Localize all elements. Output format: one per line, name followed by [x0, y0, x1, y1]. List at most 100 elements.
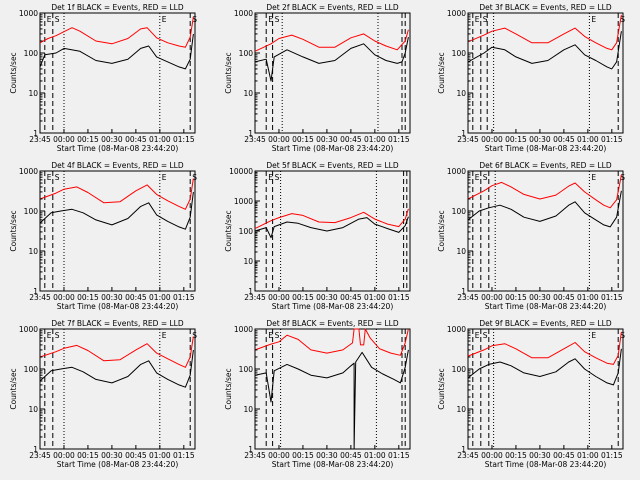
- y-axis-label: Counts/sec: [9, 368, 18, 409]
- x-tick-label: 00:00: [268, 293, 290, 302]
- x-tick-label: 00:00: [53, 293, 75, 302]
- x-axis-label: Start Time (08-Mar-08 23:44:20): [485, 144, 607, 153]
- x-tick-label: 01:00: [149, 451, 171, 460]
- x-tick-label: 00:15: [77, 451, 99, 460]
- x-tick-label: 23:45: [457, 293, 479, 302]
- x-tick-label: 01:15: [601, 293, 623, 302]
- y-tick-label: 100: [239, 227, 254, 236]
- event-marker-label: S: [55, 331, 60, 340]
- event-marker-label: E: [268, 15, 273, 24]
- y-tick-label: 100: [24, 207, 39, 216]
- x-tick-label: 01:00: [149, 293, 171, 302]
- series-line-lld: [467, 14, 622, 51]
- event-marker-label: S: [275, 331, 280, 340]
- series-line-lld: [254, 328, 409, 356]
- y-tick-label: 10: [243, 257, 253, 266]
- x-tick-label: 00:30: [101, 135, 123, 144]
- series-line-lld: [467, 331, 622, 365]
- event-marker-label: S: [483, 331, 488, 340]
- x-axis-label: Start Time (08-Mar-08 23:44:20): [272, 144, 394, 153]
- x-tick-label: 00:15: [505, 135, 527, 144]
- x-axis-label: Start Time (08-Mar-08 23:44:20): [272, 302, 394, 311]
- y-tick-label: 1000: [234, 9, 253, 18]
- x-tick-label: 01:15: [601, 451, 623, 460]
- y-tick-label: 1: [33, 129, 38, 138]
- x-tick-label: 00:30: [529, 135, 551, 144]
- event-marker-label: E: [475, 331, 480, 340]
- plot-frame: [39, 170, 196, 292]
- event-marker-label: E: [268, 331, 273, 340]
- x-tick-label: 00:00: [481, 451, 503, 460]
- plot-frame: [467, 170, 624, 292]
- y-tick-label: 100: [452, 207, 467, 216]
- series-line-events: [39, 349, 194, 388]
- series-line-events: [467, 348, 622, 386]
- event-marker-label: S: [483, 15, 488, 24]
- plot-frame: [39, 328, 196, 450]
- x-tick-label: 01:00: [364, 451, 386, 460]
- event-marker-label: S: [620, 173, 625, 182]
- x-tick-label: 00:15: [505, 451, 527, 460]
- chart-title: Det 3f BLACK = Events, RED = LLD: [479, 3, 612, 12]
- x-tick-label: 00:00: [481, 135, 503, 144]
- event-marker-label: E: [591, 15, 596, 24]
- y-tick-label: 10: [28, 405, 38, 414]
- x-tick-label: 00:45: [125, 293, 147, 302]
- event-marker-label: E: [47, 173, 52, 182]
- event-marker-label: E: [162, 15, 167, 24]
- x-tick-label: 00:00: [53, 451, 75, 460]
- event-marker-label: S: [192, 15, 197, 24]
- x-tick-label: 00:00: [53, 135, 75, 144]
- x-tick-label: 00:15: [77, 135, 99, 144]
- y-tick-label: 10: [28, 89, 38, 98]
- x-tick-label: 01:00: [364, 135, 386, 144]
- event-marker-label: S: [55, 173, 60, 182]
- y-axis-label: Counts/sec: [9, 52, 18, 93]
- event-marker-label: E: [591, 173, 596, 182]
- x-tick-label: 00:45: [340, 135, 362, 144]
- y-tick-label: 1000: [234, 325, 253, 334]
- series-line-lld: [39, 336, 194, 368]
- chart-title: Det 9f BLACK = Events, RED = LLD: [479, 319, 612, 328]
- x-tick-label: 00:45: [553, 451, 575, 460]
- x-tick-label: 01:15: [601, 135, 623, 144]
- series-line-events: [467, 190, 622, 228]
- x-tick-label: 01:15: [388, 451, 410, 460]
- y-tick-label: 1000: [19, 325, 38, 334]
- x-tick-label: 00:15: [505, 293, 527, 302]
- y-axis-label: Counts/sec: [437, 210, 446, 251]
- series-line-lld: [254, 208, 409, 230]
- x-tick-label: 01:15: [388, 135, 410, 144]
- x-tick-label: 01:15: [388, 293, 410, 302]
- x-tick-label: 01:00: [577, 135, 599, 144]
- x-tick-label: 00:45: [553, 293, 575, 302]
- y-tick-label: 10: [456, 89, 466, 98]
- x-tick-label: 23:45: [457, 135, 479, 144]
- x-tick-label: 00:30: [316, 135, 338, 144]
- y-tick-label: 100: [452, 49, 467, 58]
- y-axis-label: Counts/sec: [437, 368, 446, 409]
- y-tick-label: 1: [248, 445, 253, 454]
- y-tick-label: 1: [33, 445, 38, 454]
- event-marker-label: S: [620, 15, 625, 24]
- y-tick-label: 1: [33, 287, 38, 296]
- chart-title: Det 1f BLACK = Events, RED = LLD: [51, 3, 184, 12]
- plot-frame: [39, 12, 196, 134]
- x-tick-label: 01:00: [149, 135, 171, 144]
- chart-title: Det 4f BLACK = Events, RED = LLD: [51, 161, 184, 170]
- x-tick-label: 01:15: [173, 135, 195, 144]
- x-tick-label: 00:30: [316, 293, 338, 302]
- x-tick-label: 00:45: [340, 293, 362, 302]
- x-tick-label: 00:15: [292, 135, 314, 144]
- y-tick-label: 10: [456, 247, 466, 256]
- x-tick-label: 00:30: [529, 293, 551, 302]
- x-tick-label: 23:45: [29, 135, 51, 144]
- x-tick-label: 00:00: [268, 451, 290, 460]
- y-tick-label: 1000: [447, 325, 466, 334]
- y-tick-label: 100: [452, 365, 467, 374]
